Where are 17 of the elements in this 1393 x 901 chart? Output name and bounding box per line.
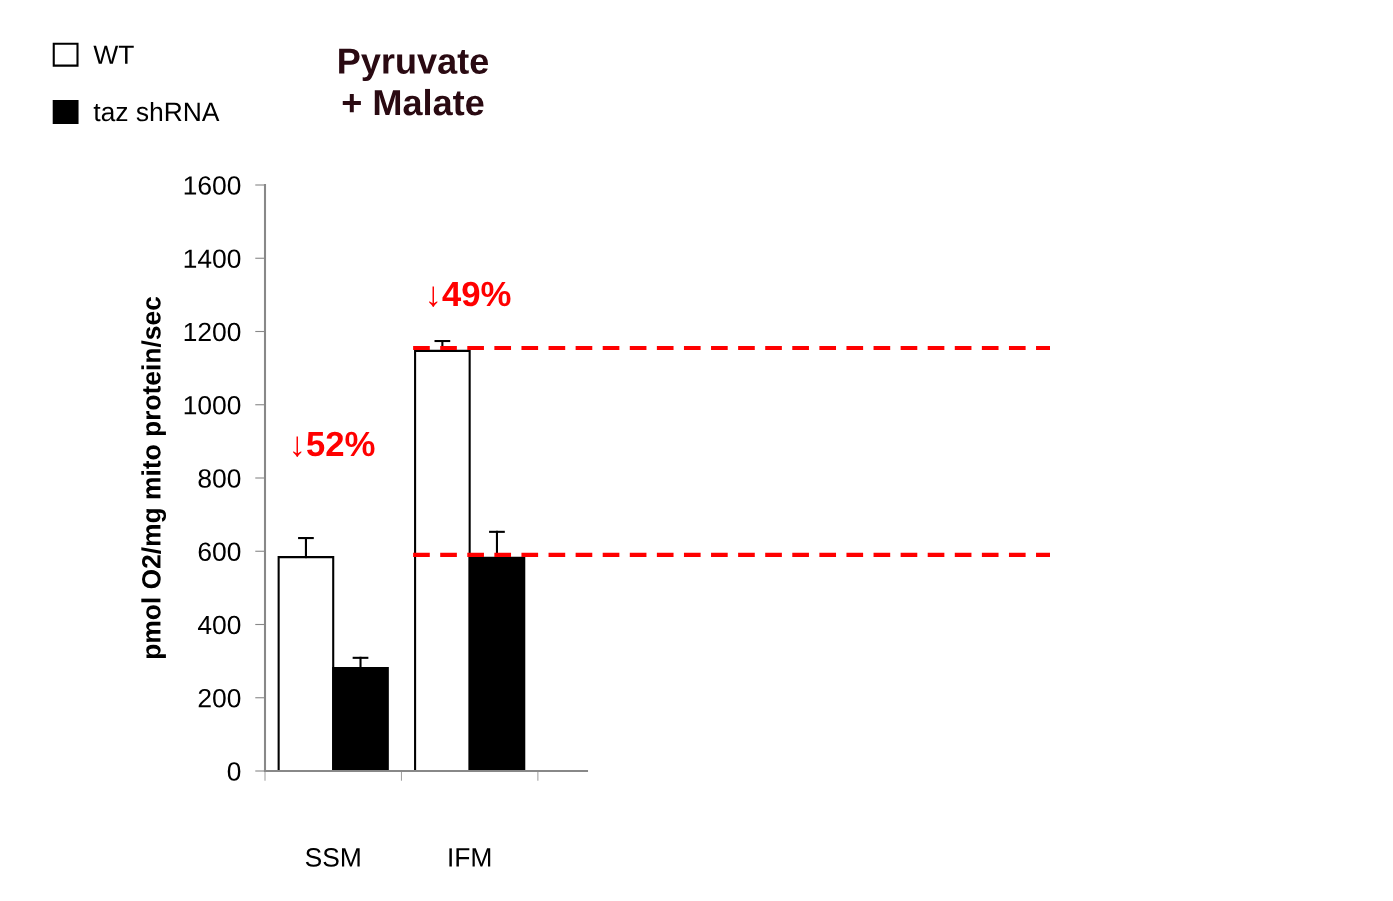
annotation: ↓52% xyxy=(293,431,375,458)
y-tick-label: 1000 xyxy=(184,395,241,415)
y-tick-label: 0 xyxy=(227,762,241,781)
y-tick-label: 200 xyxy=(198,688,241,708)
legend-label: WT xyxy=(93,45,134,64)
y-tick-label: 1400 xyxy=(184,249,241,269)
y-axis-title: pmol O2/mg mito protein/sec xyxy=(141,296,167,659)
x-tick-label: IFM xyxy=(449,848,491,867)
legend-label: taz shRNA xyxy=(93,101,220,122)
y-tick-label: 600 xyxy=(198,542,241,562)
x-tick-label: SSM xyxy=(305,848,360,867)
chart-title: Pyruvate + Malate xyxy=(339,48,489,116)
annotation: ↓49% xyxy=(429,281,511,308)
y-tick-label: 800 xyxy=(198,469,241,488)
y-tick-label: 1600 xyxy=(184,176,241,195)
y-tick-label: 400 xyxy=(197,615,241,635)
y-tick-label: 1200 xyxy=(184,322,241,342)
